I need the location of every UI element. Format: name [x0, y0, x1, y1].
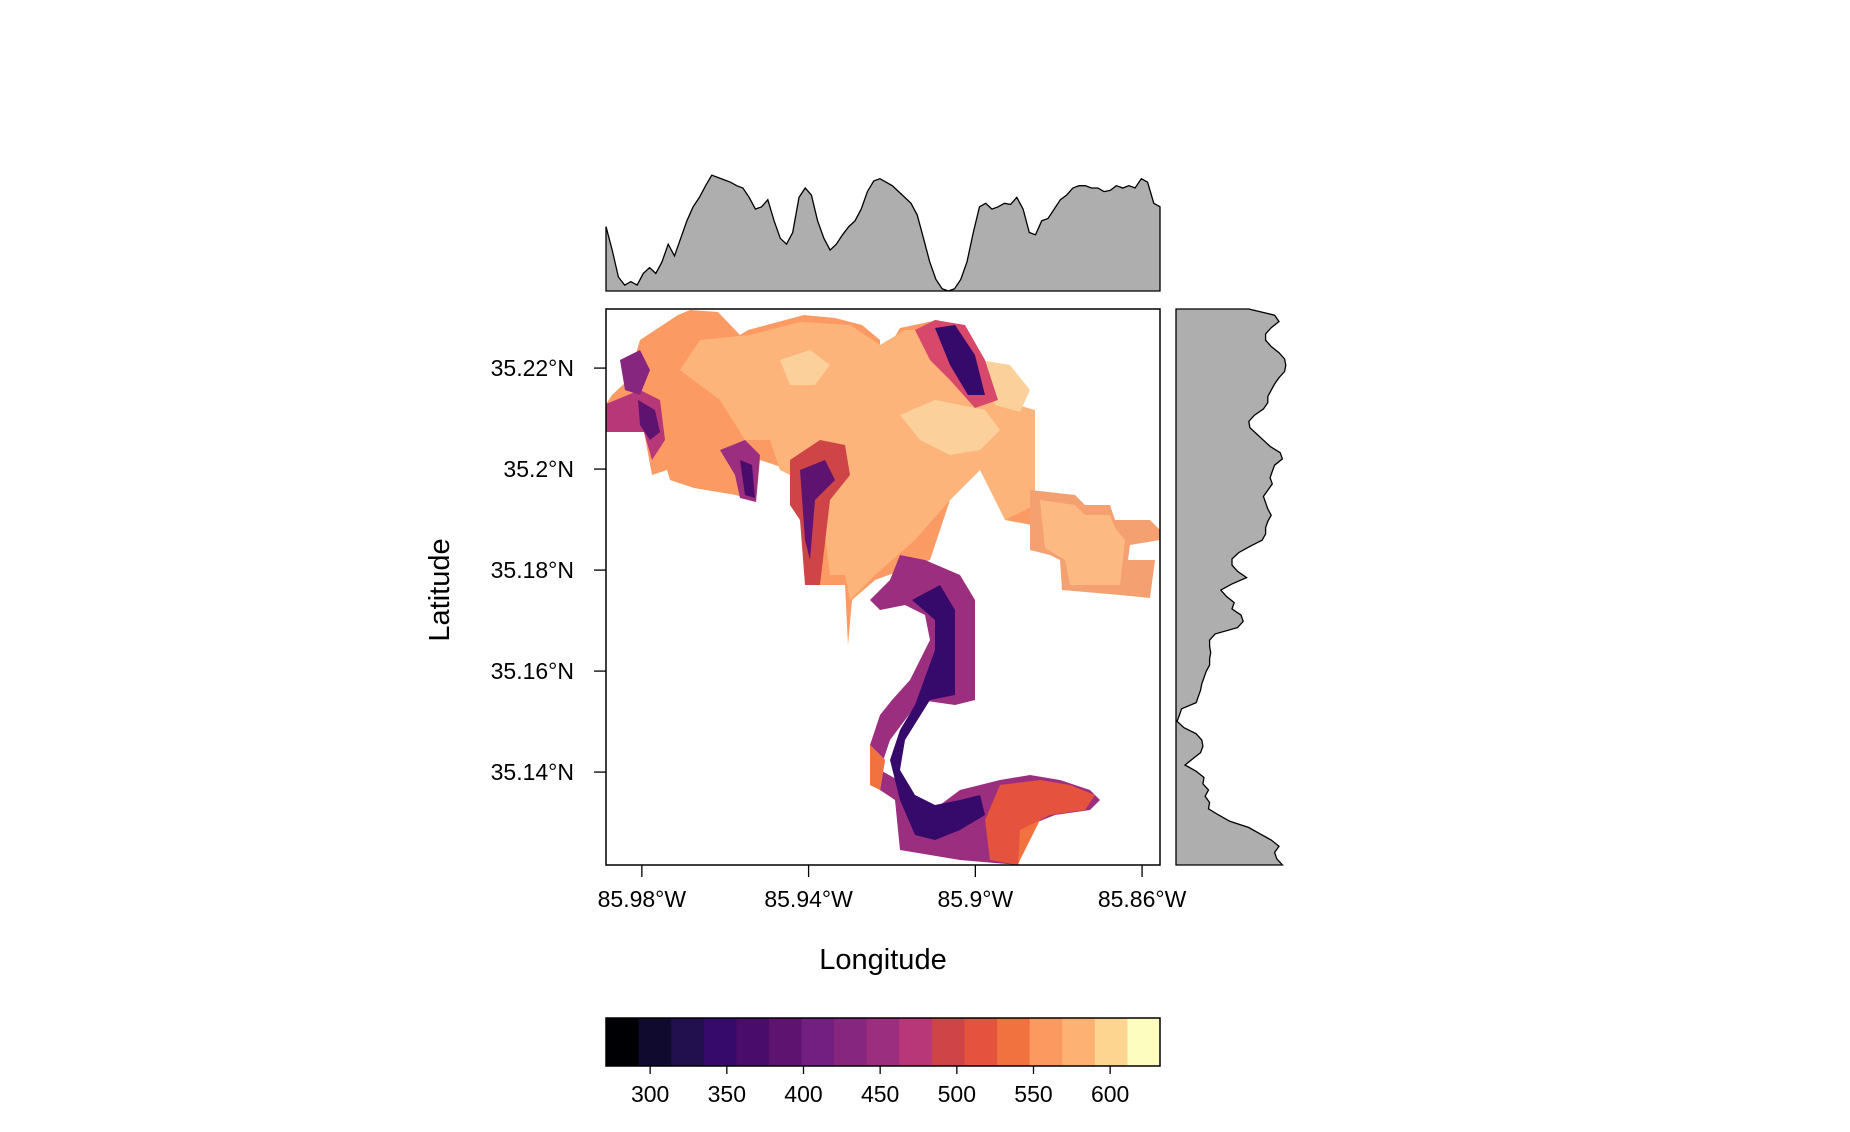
colorbar-swatch [703, 1018, 737, 1066]
colorbar-frame [605, 1017, 1161, 1067]
colorbar-tick-label: 350 [708, 1081, 746, 1107]
y-tick-label: 35.14°N [491, 759, 574, 785]
terrain-nodata-hole [875, 630, 915, 665]
x-tick-label: 85.98°W [598, 886, 687, 912]
colorbar-swatch [606, 1018, 640, 1066]
colorbar-tick-label: 450 [861, 1081, 899, 1107]
colorbar-swatch [834, 1018, 868, 1066]
colorbar-swatch [931, 1018, 966, 1066]
colorbar-swatch [1094, 1018, 1129, 1066]
colorbar-tick-label: 500 [938, 1081, 976, 1107]
y-tick-label: 35.22°N [491, 355, 574, 381]
latitude-profile-area [1175, 308, 1287, 866]
colorbar-swatch [964, 1018, 998, 1066]
elevation-colorbar: 300 350 400 450 500 550 600 [605, 1017, 1161, 1107]
terrain-central-valley-dark [800, 460, 835, 560]
terrain-north-valley-dark [935, 325, 985, 395]
x-axis-title: Longitude [819, 944, 946, 976]
map-frame [605, 308, 1161, 866]
y-tick-label: 35.2°N [503, 456, 574, 482]
colorbar-swatch [1029, 1018, 1063, 1066]
colorbar-swatch [768, 1018, 803, 1066]
x-tick-label: 85.86°W [1098, 886, 1187, 912]
colorbar-swatch [638, 1018, 672, 1066]
terrain-plateau-center [680, 322, 1035, 600]
terrain-canyon-floor [890, 585, 985, 840]
colorbar-swatch [671, 1018, 705, 1066]
colorbar-tick-label: 300 [631, 1081, 669, 1107]
terrain-summit-patch-3 [780, 350, 830, 385]
terrain-southern-canyon [870, 555, 1100, 865]
latitude-profile-panel [1175, 308, 1287, 866]
terrain-valley-west-dark [638, 400, 660, 440]
colorbar-tick-label: 600 [1091, 1081, 1129, 1107]
terrain-summit-patch-1 [900, 400, 1000, 455]
longitude-profile-area [605, 174, 1161, 292]
x-axis: 85.98°W 85.94°W 85.9°W 85.86°W [598, 865, 1187, 912]
y-axis: 35.22°N 35.2°N 35.18°N 35.16°N 35.14°N [491, 355, 606, 785]
elevation-raster [606, 310, 1160, 865]
colorbar-swatch [997, 1018, 1031, 1066]
y-tick-label: 35.18°N [491, 557, 574, 583]
colorbar-swatch [801, 1018, 835, 1066]
colorbar-swatch [899, 1018, 933, 1066]
colorbar-tick-label: 550 [1014, 1081, 1052, 1107]
terrain-east-lobe-light [1040, 500, 1125, 585]
longitude-profile-panel [605, 174, 1161, 292]
terrain-canyon-slope-east [985, 780, 1095, 865]
x-tick-label: 85.94°W [764, 886, 853, 912]
terrain-summit-patch-2 [980, 360, 1030, 412]
terrain-valley-west-2 [620, 350, 650, 395]
x-tick-label: 85.9°W [937, 886, 1013, 912]
terrain-valley-notch-dark [740, 460, 755, 498]
y-axis-title: Latitude [424, 538, 456, 641]
terrain-canyon-slope-south [1018, 820, 1040, 865]
colorbar-tick-label: 400 [784, 1081, 822, 1107]
colorbar-swatch [736, 1018, 770, 1066]
colorbar-swatch [1062, 1018, 1096, 1066]
colorbar-swatch [866, 1018, 900, 1066]
y-tick-label: 35.16°N [491, 658, 574, 684]
terrain-canyon-rim-west [870, 745, 885, 790]
elevation-map-panel [605, 308, 1161, 866]
colorbar-swatch [1127, 1018, 1161, 1066]
